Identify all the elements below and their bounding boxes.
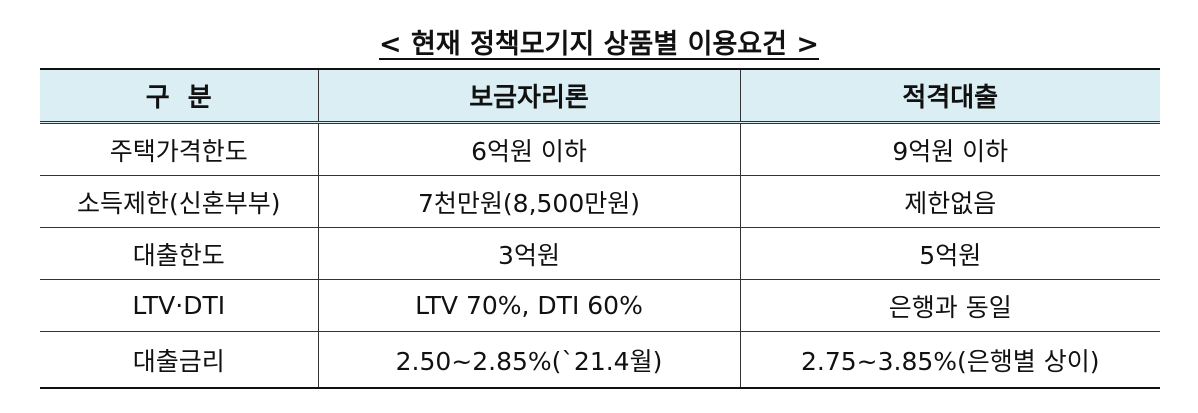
table: 구 분 보금자리론 적격대출 주택가격한도 6억원 이하 9억원 이하 소득제한(신혼부부… (40, 68, 1160, 389)
table-cell: 9억원 이하 (739, 122, 1160, 176)
table-cell: 은행과 동일 (739, 279, 1160, 332)
table-row: 대출한도 3억원 5억원 (40, 227, 1160, 280)
table-row: 소득제한(신혼부부) 7천만원(8,500만원) 제한없음 (40, 175, 1160, 228)
table-cell: LTV 70%, DTI 60% (317, 279, 741, 332)
row-label: 주택가격한도 (40, 122, 319, 176)
table-body: 주택가격한도 6억원 이하 9억원 이하 소득제한(신혼부부) 7천만원(8,500만원… (40, 122, 1160, 389)
table-cell: 7천만원(8,500만원) (317, 175, 741, 228)
title-box: < 현재 정책모기지 상품별 이용요건 > (0, 22, 1198, 61)
table-cell: 5억원 (739, 227, 1160, 280)
row-label: 대출한도 (40, 227, 319, 280)
header-cell: 보금자리론 (317, 69, 741, 124)
table-cell: 6억원 이하 (317, 122, 741, 176)
header-cell: 구 분 (40, 69, 319, 124)
header-row: 구 분 보금자리론 적격대출 (40, 69, 1160, 124)
table-cell: 3억원 (317, 227, 741, 280)
table-row: 주택가격한도 6억원 이하 9억원 이하 (40, 122, 1160, 176)
table-cell: 제한없음 (739, 175, 1160, 228)
row-label: LTV·DTI (40, 279, 319, 332)
row-label: 대출금리 (40, 331, 319, 389)
title: < 현재 정책모기지 상품별 이용요건 > (378, 29, 819, 60)
header-cell: 적격대출 (739, 69, 1160, 124)
table-row: LTV·DTI LTV 70%, DTI 60% 은행과 동일 (40, 279, 1160, 332)
table-cell: 2.50~2.85%(`21.4월) (317, 331, 741, 389)
row-label: 소득제한(신혼부부) (40, 175, 319, 228)
table-row: 대출금리 2.50~2.85%(`21.4월) 2.75~3.85%(은행별 상이) (40, 331, 1160, 389)
table-cell: 2.75~3.85%(은행별 상이) (739, 331, 1160, 389)
